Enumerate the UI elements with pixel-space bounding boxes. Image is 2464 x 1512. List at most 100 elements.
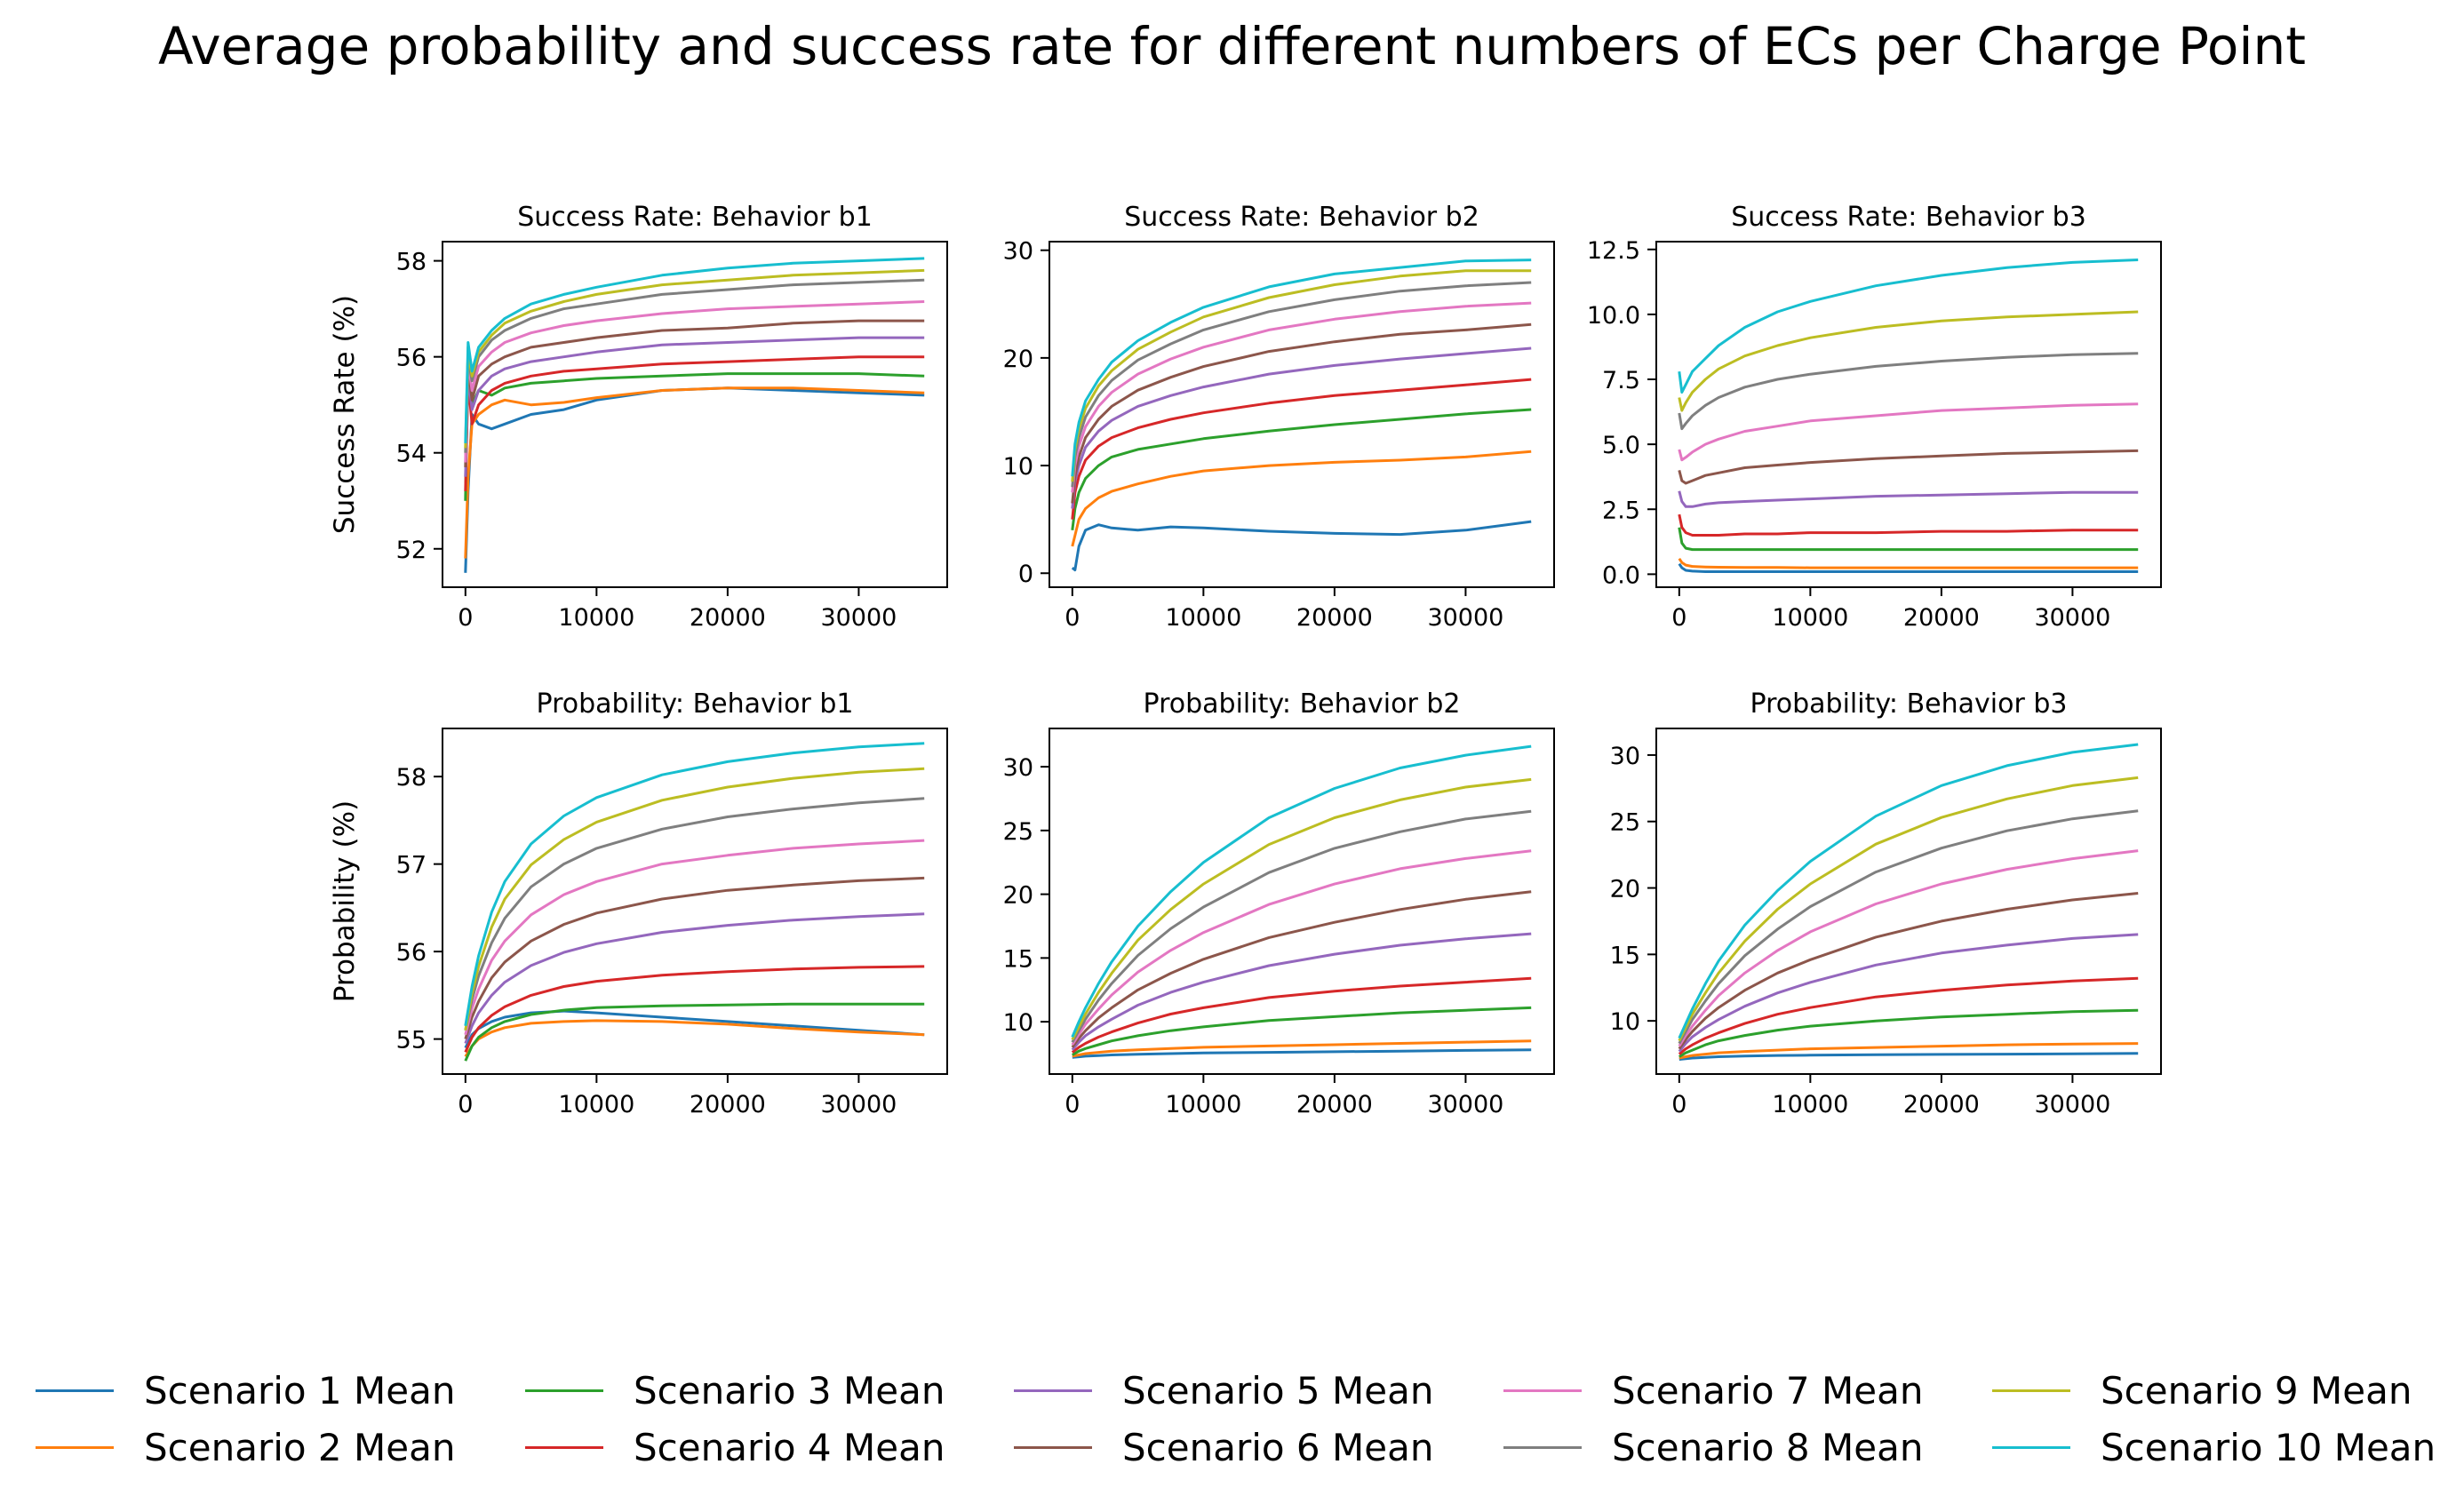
y-tick-label: 2.5 — [1602, 497, 1640, 524]
legend-label: Scenario 8 Mean — [1612, 1425, 1924, 1469]
y-tick-label: 10 — [1610, 1008, 1640, 1036]
y-tick-label: 10.0 — [1587, 302, 1640, 330]
series-line-3 — [464, 346, 925, 501]
x-tick-label: 10000 — [1165, 1091, 1241, 1118]
series-line-7 — [464, 839, 925, 1036]
y-tick-label: 30 — [1003, 754, 1033, 782]
x-tick-label: 30000 — [1427, 1091, 1503, 1118]
series-line-7 — [1071, 301, 1532, 493]
y-tick-label: 20 — [1003, 882, 1033, 910]
series-line-2 — [1679, 1042, 2139, 1060]
legend-swatch — [1992, 1389, 2070, 1392]
y-tick-label: 56 — [396, 345, 427, 372]
x-tick-label: 20000 — [690, 604, 766, 632]
y-tick-label: 10 — [1003, 1009, 1033, 1037]
legend-item: Scenario 6 Mean — [1014, 1420, 1433, 1474]
legend-label: Scenario 1 Mean — [144, 1368, 456, 1413]
series-line-3 — [464, 1002, 925, 1062]
series-line-2 — [1071, 450, 1532, 547]
legend-swatch — [1992, 1445, 2070, 1449]
series-line-5 — [1071, 346, 1532, 509]
legend-label: Scenario 4 Mean — [634, 1425, 945, 1469]
series-line-4 — [464, 355, 925, 491]
series-line-9 — [1071, 777, 1532, 1040]
axes-frame — [442, 728, 948, 1075]
series-line-10 — [464, 742, 925, 1027]
x-tick-label: 30000 — [820, 604, 897, 632]
y-tick-label: 58 — [396, 764, 427, 792]
legend-swatch — [1503, 1389, 1582, 1392]
y-tick-label: 54 — [396, 441, 427, 468]
series-line-6 — [464, 319, 925, 467]
series-line-1 — [1678, 562, 2139, 573]
legend-swatch — [1014, 1445, 1092, 1449]
legend-swatch — [1503, 1445, 1582, 1449]
series-line-4 — [464, 965, 925, 1054]
y-axis-label: Probability (%) — [329, 800, 361, 1002]
y-tick-label: 25 — [1610, 809, 1640, 837]
subplot-title: Probability: Behavior b2 — [1144, 688, 1461, 720]
series-line-3 — [1072, 1006, 1532, 1056]
series-line-10 — [1071, 744, 1532, 1038]
legend-item: Scenario 8 Mean — [1503, 1420, 1923, 1474]
x-tick-label: 30000 — [820, 1091, 897, 1118]
legend-label: Scenario 10 Mean — [2101, 1425, 2436, 1469]
x-tick-label: 0 — [1065, 1091, 1080, 1118]
series-line-6 — [1678, 449, 2139, 485]
series-line-4 — [1678, 976, 2139, 1055]
y-tick-label: 7.5 — [1602, 367, 1640, 394]
series-line-5 — [464, 336, 925, 477]
series-line-1 — [1679, 1052, 2139, 1061]
legend-item: Scenario 9 Mean — [1992, 1364, 2412, 1417]
subplot-2: Success Rate: Behavior b2 0 10000 20000 3000… — [1003, 202, 1555, 632]
series-line-3 — [1679, 1008, 2139, 1058]
chart-main-title: Average probability and success rate for… — [157, 16, 2307, 76]
y-axis-label: Success Rate (%) — [329, 295, 361, 534]
legend-item: Scenario 4 Mean — [525, 1420, 945, 1474]
series-line-1 — [464, 386, 925, 573]
y-tick-label: 20 — [1003, 346, 1033, 373]
series-line-9 — [1678, 310, 2139, 412]
series-line-10 — [1678, 259, 2139, 394]
x-tick-label: 30000 — [1427, 604, 1503, 632]
series-line-6 — [1678, 892, 2139, 1050]
y-tick-label: 30 — [1610, 743, 1640, 770]
y-tick-label: 57 — [396, 852, 427, 879]
legend: Scenario 1 Mean Scenario 2 Mean Scenario 3… — [36, 1364, 2464, 1506]
y-tick-label: 10 — [1003, 453, 1033, 481]
series-line-4 — [1678, 513, 2139, 537]
x-tick-label: 20000 — [690, 1091, 766, 1118]
legend-item: Scenario 10 Mean — [1992, 1420, 2436, 1474]
legend-swatch — [1014, 1389, 1092, 1392]
series-line-5 — [1678, 490, 2139, 508]
series-line-8 — [464, 278, 925, 453]
series-line-10 — [1071, 259, 1532, 477]
series-line-9 — [464, 767, 925, 1031]
y-tick-label: 56 — [396, 939, 427, 967]
axes-frame — [1049, 241, 1555, 588]
y-tick-label: 5.0 — [1602, 432, 1640, 459]
series-group — [1071, 259, 1532, 572]
x-tick-label: 10000 — [558, 604, 634, 632]
series-line-7 — [464, 300, 925, 463]
series-line-8 — [1071, 281, 1532, 488]
y-tick-label: 55 — [396, 1027, 427, 1054]
series-group — [1678, 743, 2139, 1061]
x-tick-label: 0 — [1671, 604, 1687, 632]
series-line-8 — [1678, 809, 2139, 1045]
y-tick-label: 30 — [1003, 238, 1033, 266]
subplot-title: Success Rate: Behavior b1 — [517, 202, 873, 233]
legend-item: Scenario 2 Mean — [36, 1420, 455, 1474]
subplot-3: Success Rate: Behavior b3 0 10000 20000 3000… — [1587, 202, 2162, 632]
legend-swatch — [525, 1389, 603, 1392]
series-line-6 — [1071, 322, 1532, 504]
series-line-7 — [1071, 849, 1532, 1046]
y-tick-label: 0 — [1018, 561, 1033, 588]
series-line-8 — [464, 797, 925, 1031]
series-line-10 — [464, 257, 925, 443]
series-line-3 — [1678, 527, 2139, 552]
legend-swatch — [525, 1445, 603, 1449]
series-line-10 — [1678, 743, 2139, 1039]
x-tick-label: 10000 — [558, 1091, 634, 1118]
subplot-title: Probability: Behavior b3 — [1750, 688, 2068, 720]
